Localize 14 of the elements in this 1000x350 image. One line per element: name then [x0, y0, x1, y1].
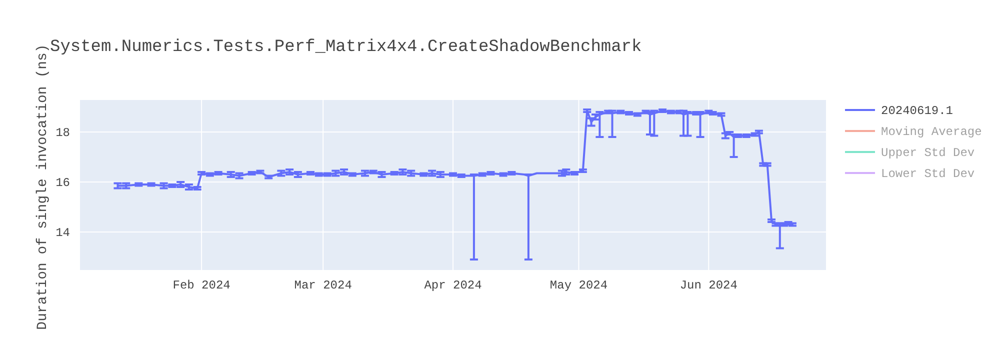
y-tick-label: 14 — [56, 226, 70, 240]
legend-label: Lower Std Dev — [881, 167, 975, 181]
x-tick-label: Jun 2024 — [680, 278, 738, 293]
x-tick-label: May 2024 — [550, 278, 608, 293]
legend-label: Moving Average — [881, 125, 982, 139]
y-tick-label: 18 — [56, 126, 70, 140]
y-axis-title: Duration of single invocation (ns) — [35, 44, 51, 330]
x-tick-label: Feb 2024 — [172, 278, 230, 293]
legend-label: 20240619.1 — [881, 104, 954, 118]
x-tick-label: Mar 2024 — [294, 278, 352, 293]
y-tick-label: 16 — [56, 176, 70, 190]
legend-label: Upper Std Dev — [881, 146, 975, 160]
chart-title: System.Numerics.Tests.Perf_Matrix4x4.CreateShadowBenchmark — [50, 38, 642, 57]
x-tick-label: Apr 2024 — [424, 278, 482, 293]
